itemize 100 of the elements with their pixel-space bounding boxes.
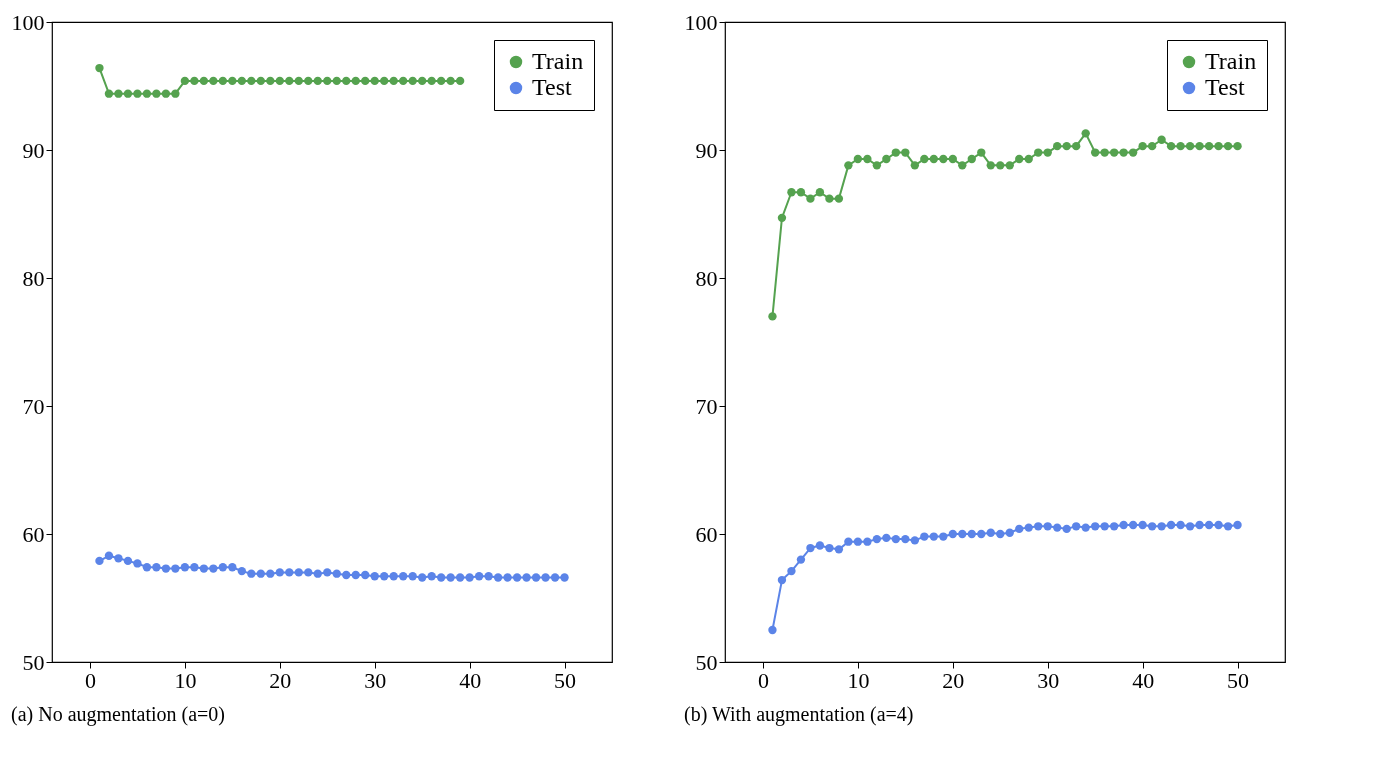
point	[1223, 141, 1233, 151]
point	[361, 76, 370, 86]
point	[977, 529, 986, 539]
point	[446, 573, 455, 582]
point	[455, 573, 465, 582]
point	[806, 543, 815, 553]
y-tick-label: 90	[22, 137, 45, 163]
y-tick-label: 70	[695, 393, 718, 419]
point	[1233, 141, 1242, 151]
point	[266, 569, 275, 578]
point	[95, 63, 104, 73]
point	[815, 541, 825, 550]
point	[1166, 141, 1176, 151]
point	[1015, 154, 1024, 164]
point	[493, 573, 503, 582]
point	[228, 563, 237, 572]
point	[285, 76, 294, 86]
point	[1204, 141, 1214, 151]
x-tick-label: 50	[554, 667, 577, 693]
x-tick-label: 50	[1227, 667, 1250, 693]
point	[1223, 522, 1233, 531]
point	[285, 568, 294, 577]
point	[142, 563, 152, 572]
point	[114, 89, 123, 98]
point	[417, 573, 427, 582]
x-tick-label: 0	[757, 667, 769, 693]
point	[844, 161, 853, 170]
point	[948, 154, 957, 164]
y-tick-label: 50	[22, 649, 45, 675]
point	[332, 569, 341, 578]
point	[1100, 148, 1109, 157]
point	[1005, 528, 1014, 537]
point	[1043, 522, 1052, 531]
point	[436, 76, 446, 86]
point	[380, 572, 389, 581]
point	[275, 568, 284, 577]
point	[1176, 520, 1185, 530]
point	[996, 161, 1005, 170]
text: (b) With augmentation (a=4)	[684, 703, 914, 726]
text: (a) No augmentation (a=0)	[11, 703, 225, 726]
point	[1015, 524, 1024, 534]
point	[171, 89, 180, 98]
y-tick-label: 60	[22, 521, 45, 547]
point	[1195, 520, 1204, 530]
point	[512, 573, 522, 582]
point	[161, 564, 171, 573]
point	[1128, 148, 1138, 157]
point	[218, 563, 228, 572]
point	[777, 575, 787, 585]
point	[237, 566, 247, 576]
point	[342, 570, 351, 580]
point	[218, 76, 228, 86]
point	[161, 89, 171, 98]
point	[256, 569, 265, 578]
point	[560, 573, 569, 582]
point	[503, 573, 512, 582]
x-tick-label: 30	[1037, 667, 1060, 693]
point	[787, 566, 796, 576]
point	[825, 194, 834, 203]
x-tick-label: 0	[84, 667, 96, 693]
point	[1195, 141, 1204, 151]
point	[1128, 520, 1138, 530]
legend-label: Train	[1205, 48, 1257, 74]
point	[958, 161, 967, 170]
point	[550, 573, 560, 582]
y-tick-label: 90	[695, 137, 718, 163]
point	[323, 76, 332, 86]
point	[323, 568, 332, 577]
point	[484, 572, 493, 581]
point	[389, 572, 398, 581]
point	[152, 563, 161, 572]
point	[1072, 141, 1081, 151]
point	[958, 529, 967, 539]
point	[1138, 520, 1147, 530]
point	[408, 572, 417, 581]
point	[237, 76, 247, 86]
point	[313, 569, 322, 578]
point	[939, 532, 948, 541]
point	[806, 194, 815, 203]
point	[901, 148, 910, 157]
point	[1043, 148, 1052, 157]
point	[332, 76, 341, 86]
x-tick-label: 10	[174, 667, 197, 693]
point	[95, 556, 104, 566]
point	[834, 545, 844, 554]
point	[920, 154, 929, 164]
y-tick-label: 50	[695, 649, 718, 675]
y-tick-label: 70	[22, 393, 45, 419]
point	[1185, 522, 1195, 531]
point	[882, 533, 891, 543]
x-tick-label: 20	[942, 667, 965, 693]
point	[996, 529, 1005, 539]
point	[1034, 522, 1043, 531]
point	[986, 528, 995, 537]
point	[417, 76, 427, 86]
point	[455, 76, 465, 86]
point	[199, 76, 209, 86]
point	[1034, 148, 1043, 157]
point	[275, 76, 284, 86]
point	[1185, 141, 1195, 151]
